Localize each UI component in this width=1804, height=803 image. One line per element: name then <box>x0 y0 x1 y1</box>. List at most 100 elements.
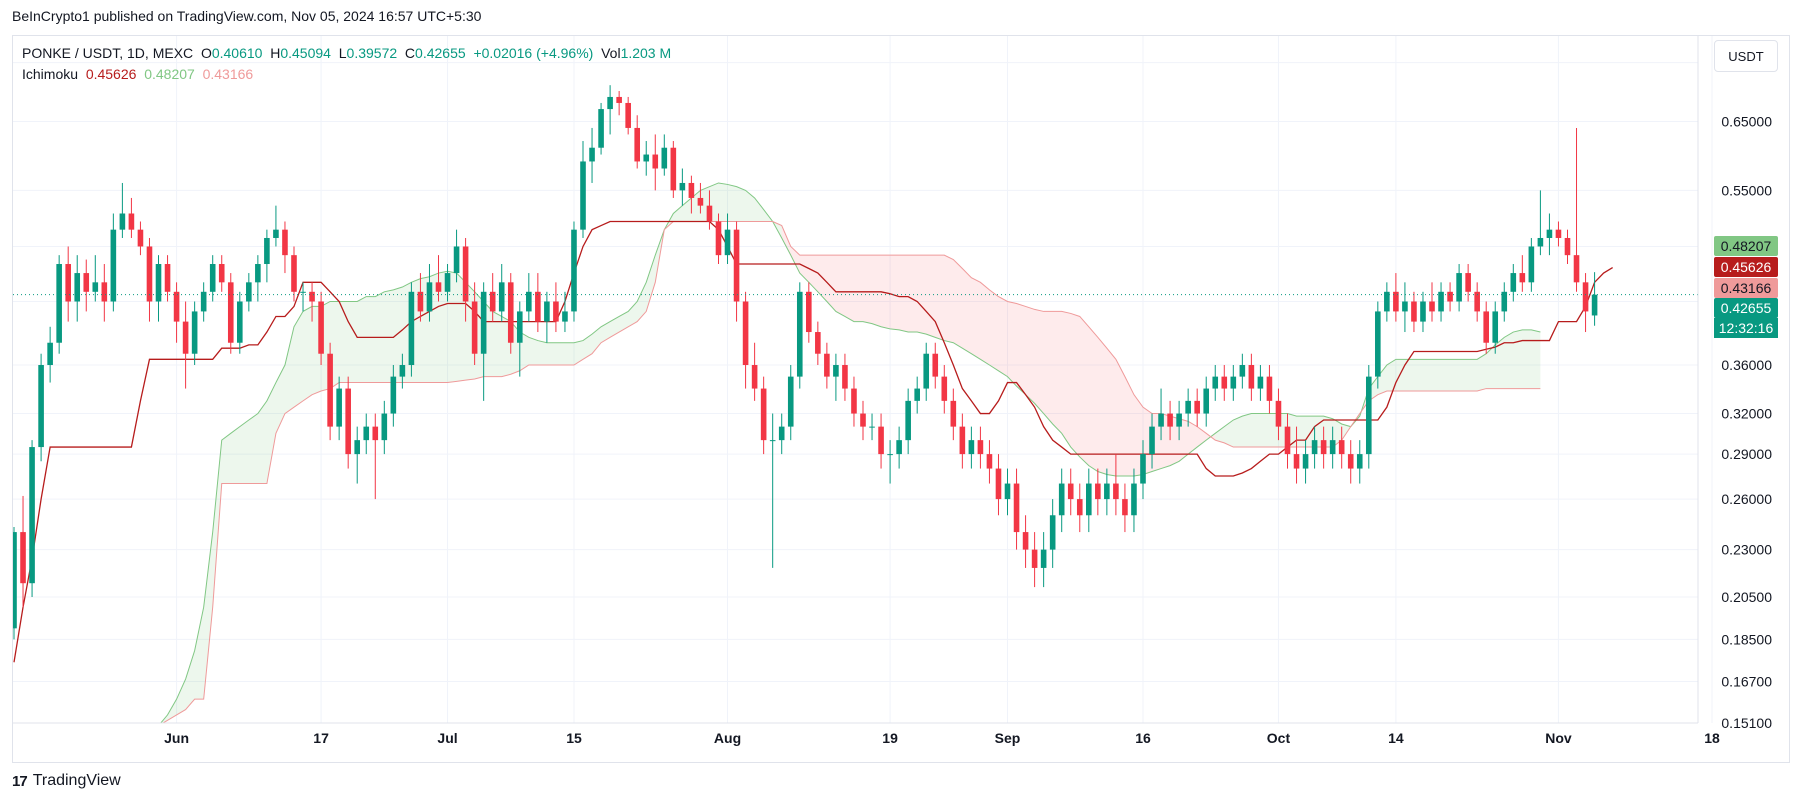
candle <box>1384 282 1390 322</box>
candle <box>661 134 668 176</box>
candle <box>923 342 930 401</box>
tradingview-brand[interactable]: 17 TradingView <box>12 772 121 790</box>
candle-body <box>56 264 62 343</box>
candle-body <box>1474 291 1480 312</box>
candle <box>1040 532 1047 588</box>
candle <box>1501 282 1508 322</box>
price-tag: 0.43166 <box>1714 278 1778 298</box>
candle-body <box>83 273 90 292</box>
price-tick-label: 0.18500 <box>1721 631 1772 647</box>
candle <box>1104 468 1110 516</box>
time-tick-label: 15 <box>566 730 582 746</box>
candle <box>408 282 415 377</box>
candle <box>246 273 252 312</box>
candle-body <box>1212 376 1219 389</box>
candle-body <box>1582 282 1589 312</box>
price-tag-bg <box>1714 278 1778 298</box>
candle <box>553 282 559 333</box>
candle-body <box>688 182 695 198</box>
candle-body <box>977 440 984 455</box>
candle <box>1076 483 1083 533</box>
close-label: C <box>404 45 416 61</box>
candle-body <box>1465 273 1471 292</box>
candle-body <box>182 321 189 354</box>
candle <box>20 495 26 608</box>
candle-body <box>760 388 767 441</box>
candle <box>1447 282 1453 312</box>
candle-body <box>625 102 631 128</box>
candle <box>562 291 568 333</box>
candle-body <box>661 147 668 169</box>
candle-body <box>300 291 306 293</box>
candle <box>706 190 713 230</box>
candle-body <box>255 264 261 283</box>
candle-body <box>1149 426 1155 455</box>
candle-body <box>1275 400 1282 427</box>
candle-body <box>227 282 234 343</box>
candle-body <box>778 426 785 441</box>
candle-body <box>1158 413 1164 427</box>
volume-value: 1.203 M <box>620 45 672 61</box>
candle <box>986 440 993 484</box>
price-tick-label: 0.23000 <box>1721 542 1772 558</box>
candle-body <box>282 229 288 256</box>
candle <box>92 255 99 302</box>
candle-body <box>544 301 550 322</box>
price-tick-label: 0.16700 <box>1721 674 1772 690</box>
candle-body <box>1266 376 1273 401</box>
change-value: +0.02016 (+4.96%) <box>473 45 594 61</box>
candle <box>598 102 604 155</box>
candle <box>688 175 695 214</box>
candle-body <box>1528 246 1535 283</box>
candle-body <box>1456 273 1462 302</box>
candle <box>345 376 351 469</box>
candle <box>1564 229 1571 265</box>
indicator-name[interactable]: Ichimoku <box>22 66 79 82</box>
candle <box>1411 291 1417 333</box>
candle <box>399 353 406 389</box>
time-tick-label: 17 <box>313 730 329 746</box>
candle <box>110 213 117 312</box>
candle <box>83 259 90 312</box>
candle <box>625 96 631 135</box>
candle <box>634 115 641 169</box>
candle-body <box>571 229 577 312</box>
candle <box>724 213 731 265</box>
candle <box>47 326 53 383</box>
indicator-legend: Ichimoku 0.45626 0.48207 0.43166 <box>22 66 253 82</box>
candle-body <box>769 440 776 442</box>
candle <box>1311 426 1318 469</box>
candle-body <box>1004 483 1011 500</box>
price-tick-label: 0.15100 <box>1721 715 1772 731</box>
candle <box>869 413 875 441</box>
candle <box>905 388 911 455</box>
candle <box>1049 499 1056 568</box>
candle <box>282 221 288 274</box>
candle-body <box>1573 255 1580 283</box>
candle-body <box>218 264 225 283</box>
candle-body <box>246 282 252 302</box>
candle <box>1013 468 1020 550</box>
symbol-label[interactable]: PONKE / USDT, 1D, MEXC <box>22 45 194 61</box>
candle <box>932 342 939 389</box>
candle-body <box>869 426 875 428</box>
candle <box>1320 426 1327 469</box>
candle-body <box>1402 301 1408 312</box>
currency-unit-button[interactable]: USDT <box>1714 40 1778 72</box>
candle-body <box>13 532 17 629</box>
candle <box>616 91 622 116</box>
candle-body <box>1257 376 1264 389</box>
candle-body <box>1104 483 1110 500</box>
candle <box>1302 440 1309 484</box>
ichimoku-base-value: 0.45626 <box>85 66 137 82</box>
candle-body <box>336 388 342 427</box>
candle-body <box>598 109 604 148</box>
candle <box>1058 468 1065 533</box>
candle-body <box>1501 291 1508 312</box>
candle <box>101 264 108 322</box>
candle <box>977 426 984 469</box>
price-tick-label: 0.36000 <box>1721 357 1772 373</box>
time-tick-label: Jul <box>437 730 457 746</box>
candle <box>13 526 17 640</box>
